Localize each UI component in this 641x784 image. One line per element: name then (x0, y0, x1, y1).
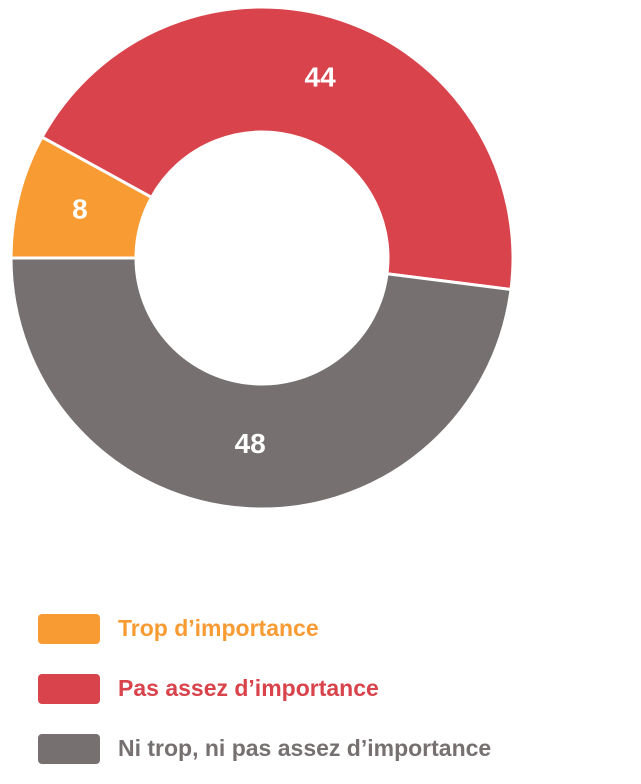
legend-label: Trop d’importance (118, 615, 319, 641)
legend-label: Pas assez d’importance (118, 675, 379, 701)
legend-label: Ni trop, ni pas assez d’importance (118, 735, 491, 761)
donut-segment (40, 5, 515, 292)
data-label: 48 (235, 428, 266, 459)
legend-swatch (38, 674, 100, 704)
donut-segment (9, 256, 513, 511)
legend-swatch (38, 734, 100, 764)
data-label: 8 (72, 194, 88, 225)
legend-swatch (38, 614, 100, 644)
data-label: 44 (305, 62, 337, 93)
